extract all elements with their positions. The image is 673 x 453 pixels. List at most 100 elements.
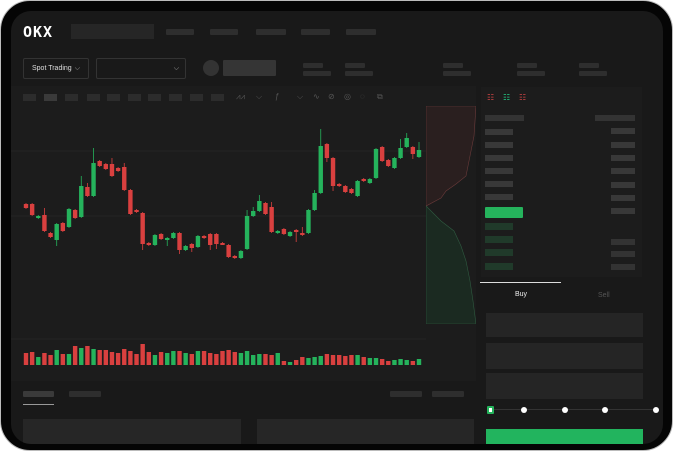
tab-order-history[interactable] [69, 391, 101, 397]
orderbook-both-icon[interactable]: ☷ [487, 93, 495, 102]
total-input[interactable] [486, 373, 643, 399]
volume-bar [177, 351, 182, 365]
spot-trading-label: Spot Trading [31, 65, 72, 72]
amount-input[interactable] [486, 343, 643, 369]
filter-button[interactable] [432, 391, 464, 397]
candle-body [42, 215, 47, 231]
timeframe-button[interactable] [169, 94, 182, 101]
timeframe-button[interactable] [107, 94, 120, 101]
slider-step[interactable] [602, 407, 608, 413]
nav-item[interactable] [210, 29, 238, 35]
ask-amount [611, 208, 635, 214]
candle-body [177, 233, 182, 250]
candle-body [152, 235, 158, 245]
candlestick-chart[interactable] [11, 11, 481, 381]
tab-sell[interactable]: Sell [598, 292, 610, 299]
target-icon[interactable]: ◎ [344, 92, 351, 101]
timeframe-button[interactable] [65, 94, 78, 101]
stat-label [517, 63, 537, 68]
stat-value [517, 71, 545, 76]
chart-panel [11, 86, 476, 381]
leverage-slider-track[interactable] [491, 409, 656, 410]
timeframe-button[interactable] [128, 94, 141, 101]
volume-bar [355, 355, 360, 365]
buy-button[interactable] [486, 429, 643, 444]
nav-item[interactable] [301, 29, 330, 35]
slider-step[interactable] [521, 407, 527, 413]
timeframe-button[interactable] [23, 94, 36, 101]
candle-body [343, 186, 348, 192]
candle-body [238, 251, 244, 258]
price-header [485, 115, 524, 121]
volume-bar [115, 353, 121, 365]
volume-bar [232, 352, 237, 365]
timeframe-button[interactable] [148, 94, 161, 101]
candle-body [85, 187, 90, 196]
ask-price[interactable] [485, 142, 513, 148]
bid-price[interactable] [485, 249, 513, 256]
volume-bar [379, 359, 385, 365]
volume-bar [103, 350, 109, 365]
candle-body [244, 216, 250, 249]
volume-bar [238, 353, 244, 365]
draw-icon[interactable]: ⊘ [328, 92, 335, 101]
price-input[interactable] [486, 313, 643, 337]
tab-underline [23, 404, 54, 405]
timeframe-button[interactable] [211, 94, 224, 101]
volume-bar [251, 355, 256, 365]
bid-price[interactable] [485, 223, 513, 230]
ask-price[interactable] [485, 155, 513, 161]
volume-bar [373, 358, 379, 365]
settings-icon[interactable]: ◌ [360, 92, 365, 101]
tab-buy[interactable]: Buy [515, 291, 528, 298]
volume-bar [244, 351, 250, 365]
coin-icon [203, 60, 219, 76]
timeframe-button[interactable] [44, 94, 57, 101]
tab-open-orders[interactable] [23, 391, 54, 397]
timeframe-button[interactable] [190, 94, 203, 101]
candle-body [201, 236, 207, 238]
slider-step[interactable] [562, 407, 568, 413]
slider-step[interactable] [653, 407, 659, 413]
volume-bar [109, 352, 115, 365]
fullscreen-icon[interactable]: ⧉ [377, 92, 383, 101]
timeframe-button[interactable] [87, 94, 100, 101]
settings-dropdown-icon[interactable]: ⌵ [297, 92, 304, 101]
volume-bar [263, 354, 268, 365]
ask-price[interactable] [485, 129, 513, 135]
volume-bar [97, 350, 102, 365]
ask-price[interactable] [485, 168, 513, 174]
search-bar[interactable] [71, 24, 154, 39]
volume-bar [392, 360, 397, 365]
volume-bar [66, 354, 72, 365]
bid-price[interactable] [485, 236, 513, 243]
pair-dropdown[interactable]: ⌵ [96, 58, 186, 79]
ask-price[interactable] [485, 194, 513, 200]
candle-body [398, 148, 403, 158]
candle-body [66, 209, 72, 227]
candle-body [189, 244, 194, 248]
nav-item[interactable] [166, 29, 194, 35]
volume-bar [189, 354, 194, 365]
orderbook-asks-icon[interactable]: ☷ [519, 93, 527, 102]
fx-icon[interactable]: ƒ [275, 92, 280, 101]
volume-bar [79, 348, 84, 365]
filter-button[interactable] [390, 391, 422, 397]
volume-bar [343, 356, 348, 365]
line-tool-icon[interactable]: ∿ [313, 92, 320, 101]
spot-trading-dropdown[interactable]: Spot Trading ⌵ [23, 58, 89, 79]
ask-price[interactable] [485, 181, 513, 187]
nav-item[interactable] [256, 29, 286, 35]
stat-label [579, 63, 599, 68]
candle-body [361, 179, 366, 181]
nav-item[interactable] [346, 29, 376, 35]
trading-screen: OKX Spot Trading ⌵ ⌵ ⩘⩘ ⌵ ƒ ⌵ ∿ ⊘ ◎ ◌ ⧉ … [11, 11, 663, 444]
chart-type-icon[interactable]: ⌵ [256, 92, 263, 101]
orderbook-bids-icon[interactable]: ☷ [503, 93, 511, 102]
volume-bar [134, 354, 139, 365]
indicator-icon[interactable]: ⩘⩘ [236, 92, 246, 101]
candle-body [336, 184, 342, 186]
candle-body [306, 210, 311, 233]
slider-handle[interactable] [487, 406, 494, 414]
bid-price[interactable] [485, 263, 513, 270]
